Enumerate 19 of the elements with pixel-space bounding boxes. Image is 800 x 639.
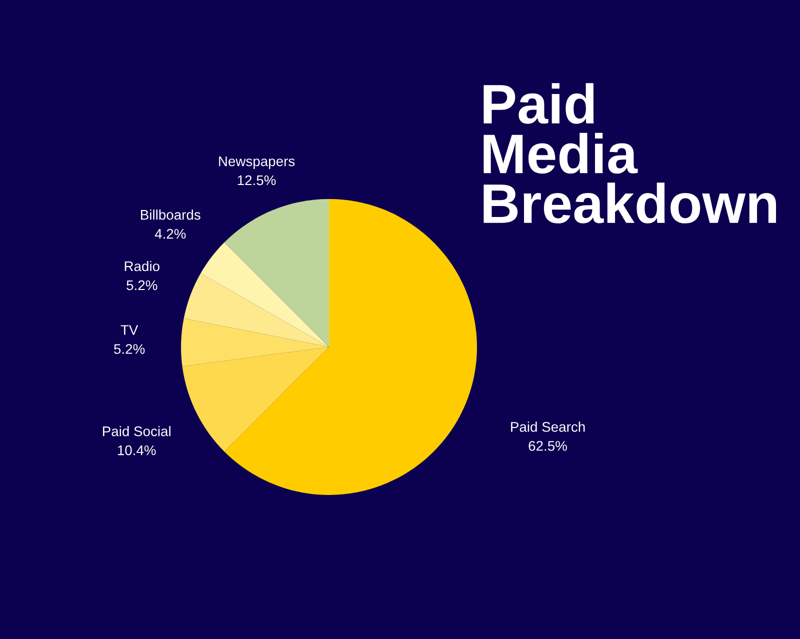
data-label: 4.2% [154, 228, 186, 239]
slice-label: Paid Social [102, 426, 170, 436]
chart-title: Paid Media Breakdown [484, 83, 776, 224]
data-label: 5.2% [114, 344, 145, 354]
pie-slice [182, 346, 329, 452]
slice-label: Newspapers [219, 156, 295, 169]
pie-slice [200, 242, 329, 347]
slice-label: Billboards [141, 210, 200, 220]
data-label: 62.5% [528, 440, 567, 451]
slice-label: TV [120, 325, 138, 335]
slice-label: Radio [124, 260, 160, 272]
data-label: 5.2% [126, 280, 158, 290]
pie-slice [224, 198, 477, 495]
data-label: 10.4% [118, 445, 156, 456]
pie-slice [181, 318, 329, 366]
pie-slice [224, 198, 329, 347]
pie-slice [184, 273, 329, 347]
slice-label: Paid Search [511, 422, 585, 432]
data-label: 12.5% [238, 175, 276, 186]
